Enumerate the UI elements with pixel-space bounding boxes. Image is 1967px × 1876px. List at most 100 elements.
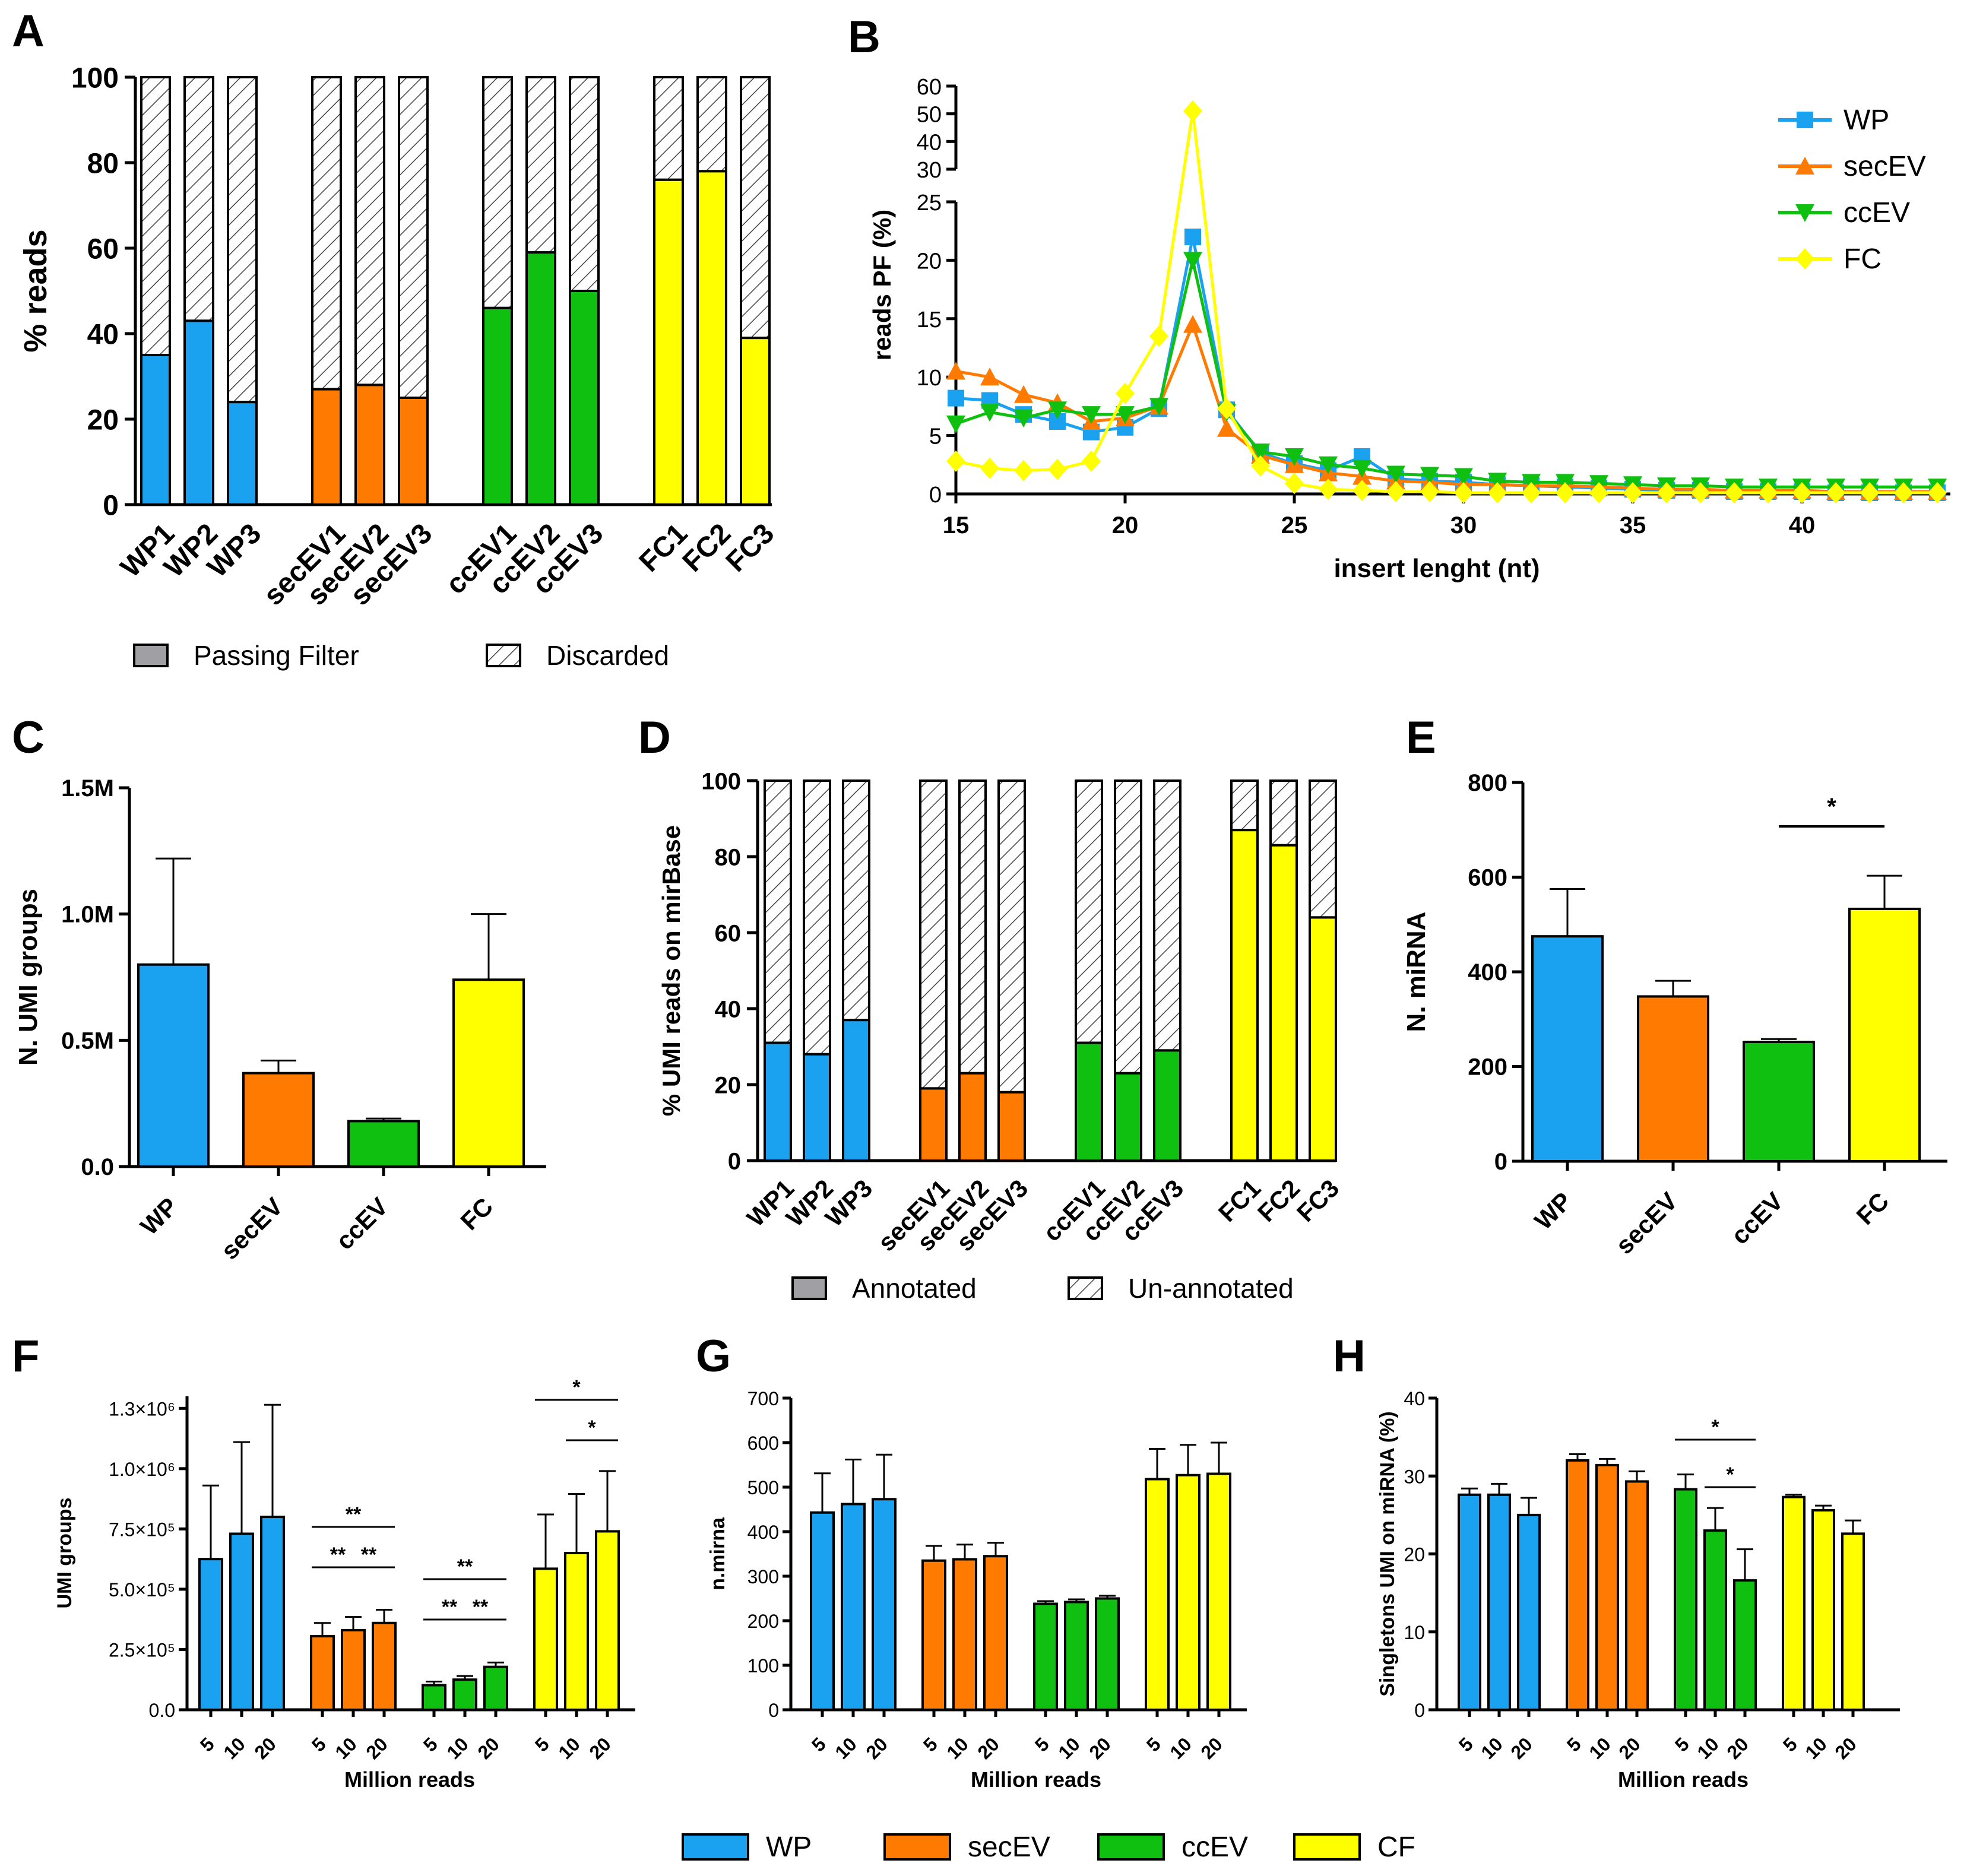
data-point-secEV <box>1217 419 1236 437</box>
data-point-ccEV <box>1014 410 1033 428</box>
bar-secEV1 <box>919 1087 948 1162</box>
bar-secEV-20 <box>1625 1480 1649 1711</box>
discarded-bar-segment <box>764 779 792 1044</box>
data-point-FC <box>980 457 999 479</box>
bar-WP-20 <box>260 1516 285 1711</box>
y-tick-label: 0 <box>768 1700 779 1721</box>
x-tick-label: 15 <box>943 512 970 538</box>
x-tick-label: 35 <box>1620 512 1646 538</box>
y-tick-label: 0.0 <box>149 1700 175 1721</box>
x-tick-label: 10 <box>1585 1733 1615 1763</box>
discarded-bar-segment <box>183 76 214 322</box>
bar-ccEV-10 <box>452 1678 477 1711</box>
discarded-bar-segment <box>842 779 870 1022</box>
data-point-FC <box>1657 482 1676 504</box>
discarded-bar-segment <box>1075 779 1103 1044</box>
data-point-FC <box>1691 482 1710 504</box>
bar-CF-10 <box>1811 1509 1835 1711</box>
x-tick-label: 5 <box>1031 1733 1053 1755</box>
bar-WP <box>137 963 210 1168</box>
legend-swatch-CF <box>1293 1833 1361 1861</box>
data-point-ccEV <box>1454 468 1473 486</box>
bar-CF-5 <box>533 1567 558 1711</box>
data-point-FC <box>1556 482 1575 504</box>
legend-label: WP <box>1844 104 1889 136</box>
discarded-bar-segment <box>1269 779 1298 847</box>
x-tick-label: 20 <box>1506 1733 1537 1763</box>
panel-letter-b: B <box>848 12 880 62</box>
legend-marker-ccEV <box>1795 204 1814 222</box>
bar-secEV2 <box>958 1072 987 1162</box>
bar-secEV-20 <box>372 1621 397 1712</box>
bar-WP-20 <box>872 1498 897 1711</box>
bar-ccEV-5 <box>1674 1488 1697 1711</box>
y-tick-label: 400 <box>747 1522 779 1543</box>
y-tick-label: 10 <box>917 366 942 391</box>
y-tick-label: 30 <box>1404 1466 1425 1487</box>
x-tick-label: FC3 <box>1291 1174 1344 1227</box>
y-tick-label: 0 <box>103 490 119 521</box>
bar-CF-5 <box>1145 1478 1170 1711</box>
panel-e: 0 200 400 600 800 N. miRNA WP secEV ccEV FC * <box>1402 770 1947 1260</box>
bar-WP-5 <box>810 1511 835 1711</box>
data-point-ccEV <box>1488 473 1507 491</box>
discarded-bar-segment <box>803 779 831 1056</box>
data-point-FC <box>1928 482 1947 504</box>
x-tick-label: 5 <box>1142 1733 1165 1755</box>
series-line-WP <box>955 236 1937 495</box>
significance-label: * <box>1827 794 1836 820</box>
series-line-FC <box>955 110 1937 495</box>
x-tick-label: 30 <box>1450 512 1477 538</box>
data-point-secEV <box>1183 315 1202 333</box>
panel-letter-c: C <box>12 712 45 763</box>
bar-CF-10 <box>1176 1473 1201 1711</box>
y-axis-label: N. miRNA <box>1402 912 1431 1032</box>
data-point-secEV <box>980 367 999 386</box>
bar-FC1 <box>1230 829 1259 1162</box>
data-point-ccEV <box>1082 406 1101 424</box>
discarded-bar-segment <box>569 76 600 292</box>
y-tick-label: 20 <box>917 249 942 274</box>
bar-WP-10 <box>841 1503 866 1711</box>
x-tick-label: WP <box>135 1192 183 1240</box>
data-point-FC <box>1488 482 1507 504</box>
y-tick-label: 1.3×10⁶ <box>109 1398 175 1419</box>
discarded-bar-segment <box>958 779 987 1075</box>
y-tick-label: 700 <box>747 1388 779 1409</box>
y-tick-label: 0.0 <box>81 1154 114 1180</box>
bar-WP2 <box>803 1053 831 1162</box>
x-tick-label: 10 <box>1054 1733 1084 1763</box>
data-point-FC <box>1860 482 1879 504</box>
data-point-FC <box>1116 382 1135 404</box>
bar-secEV3 <box>398 397 429 506</box>
data-point-FC <box>1183 100 1202 122</box>
bar-WP3 <box>227 401 258 506</box>
x-tick-label: FC1 <box>1213 1174 1266 1227</box>
x-tick-label: 20 <box>1830 1733 1861 1763</box>
bar-WP-10 <box>229 1532 254 1712</box>
x-tick-label: 5 <box>807 1733 830 1755</box>
data-point-FC <box>1251 455 1270 477</box>
x-tick-label: 10 <box>331 1733 361 1763</box>
bar-ccEV-20 <box>1095 1597 1120 1711</box>
legend-label: WP <box>766 1831 812 1863</box>
panel-letter-g: G <box>696 1331 731 1381</box>
data-point-FC <box>1623 482 1642 504</box>
y-tick-label: 1.0×10⁶ <box>109 1459 175 1480</box>
bar-FC <box>1848 907 1921 1162</box>
bar-ccEV1 <box>482 306 513 506</box>
bar-ccEV2 <box>525 251 556 506</box>
data-point-FC <box>1352 480 1371 502</box>
y-tick-label: 60 <box>917 75 942 100</box>
bar-WP2 <box>183 319 214 506</box>
y-tick-label: 40 <box>1404 1388 1425 1409</box>
discarded-bar-segment <box>1230 779 1259 832</box>
y-axis-label: Singletons UMI on miRNA (%) <box>1376 1411 1399 1696</box>
data-point-FC <box>1420 481 1439 503</box>
x-tick-label: 20 <box>1614 1733 1645 1763</box>
panel-f: 0.0 2.5×10⁵ 5.0×10⁵ 7.5×10⁵ 1.0×10⁶ 1.3×10⁶ UM… <box>53 1376 635 1792</box>
data-point-FC <box>946 450 965 472</box>
data-point-FC <box>1792 482 1811 504</box>
bar-WP-10 <box>1487 1493 1511 1711</box>
